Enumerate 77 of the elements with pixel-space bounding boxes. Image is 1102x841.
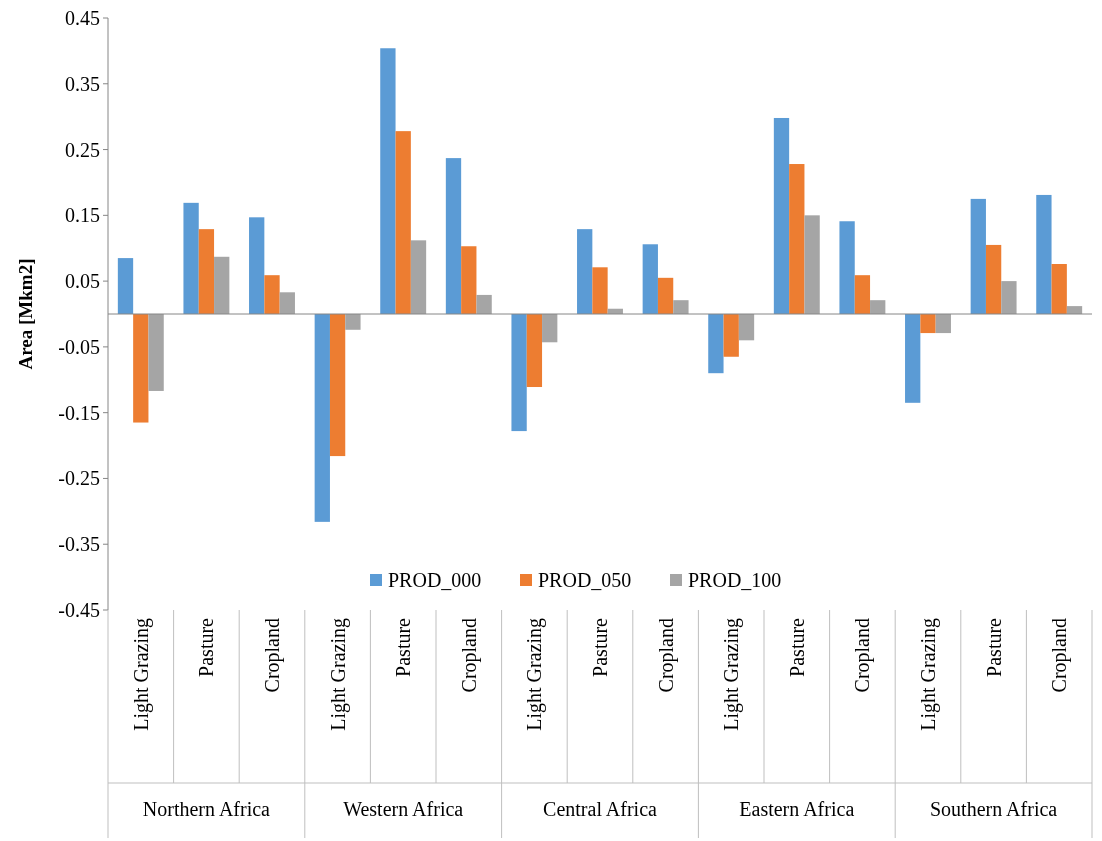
bar [214,256,230,314]
x-tick-label: Pasture [785,617,808,677]
bar [804,215,820,314]
x-tick-label: Cropland [654,618,678,693]
bar [329,314,346,457]
x-tick-label: Pasture [195,617,218,677]
bar [905,314,921,403]
bar [380,48,396,314]
bar [854,275,871,314]
x-tick-label: Cropland [1048,618,1072,693]
bar [920,314,936,334]
x-tick-label: Pasture [589,617,611,677]
legend-label: PROD_050 [538,569,632,591]
bar [1051,264,1067,314]
bar [642,244,658,314]
y-tick-label: -0.25 [58,467,100,490]
bar [577,229,593,314]
bar [264,275,280,314]
bar [773,117,790,314]
bar [183,202,199,314]
bar [249,217,265,314]
bar [461,246,477,314]
x-tick-label: Light Grazing [129,618,153,731]
y-tick-label: -0.05 [58,335,100,358]
y-tick-label: 0.45 [65,7,100,29]
x-tick-label: Light Grazing [917,618,940,731]
bar [117,258,134,314]
bar [839,221,855,314]
bar [789,164,805,314]
bar [592,267,608,314]
y-tick-label: -0.35 [58,533,100,556]
bar [279,292,295,314]
bar [526,314,543,388]
y-tick-label: -0.45 [58,599,100,621]
bar [133,314,149,423]
y-tick-label: 0.25 [65,138,100,161]
y-axis-title: Area [Mkm2] [15,258,36,370]
bar [395,131,411,314]
bar [935,314,951,334]
legend-label: PROD_100 [688,569,782,591]
x-tick-label: Cropland [457,618,481,693]
x-tick-label: Pasture [982,617,1005,677]
bar [314,314,330,522]
x-tick-label: Cropland [851,618,875,693]
x-tick-label: Cropland [261,618,284,693]
bar [1001,281,1017,314]
bar [148,314,164,391]
y-tick-label: 0.15 [65,204,100,227]
bar [1036,194,1052,314]
bar [511,314,527,432]
bar [708,314,724,374]
text: Northern Africa [142,798,271,820]
y-tick-label: 0.35 [65,72,100,95]
bar [723,314,739,357]
legend-label: PROD_000 [388,569,482,591]
text: Western Africa [343,798,464,820]
bar [657,277,674,314]
bar [198,229,215,314]
text: Eastern Africa [739,798,855,820]
x-tick-label: Light Grazing [523,618,547,731]
bar [870,300,886,314]
bar [985,244,1002,314]
bar [542,314,558,343]
bar [410,240,427,314]
text: Central Africa [543,798,658,820]
x-tick-label: Light Grazing [720,618,744,731]
bar [476,294,492,314]
bar [345,314,361,330]
bar [738,314,755,341]
x-tick-label: Pasture [392,617,415,677]
bar [673,300,689,314]
bar [970,198,986,314]
y-tick-label: -0.15 [58,401,100,424]
x-tick-label: Light Grazing [326,618,350,731]
text: Southern Africa [930,798,1058,820]
bar [445,158,462,314]
y-tick-label: 0.05 [65,270,100,293]
